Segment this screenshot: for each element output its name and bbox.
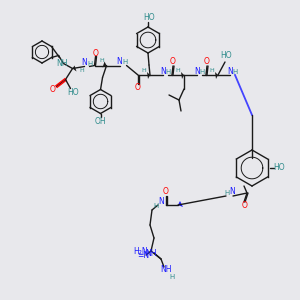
Text: H: H: [142, 68, 146, 74]
Text: H₂N: H₂N: [134, 247, 148, 256]
Text: O: O: [93, 49, 98, 58]
Text: H: H: [169, 274, 175, 280]
Text: O: O: [163, 188, 169, 196]
Text: N: N: [160, 67, 166, 76]
Text: N: N: [194, 67, 200, 76]
Polygon shape: [178, 201, 183, 207]
Text: H: H: [99, 58, 104, 63]
Text: H: H: [153, 203, 159, 209]
Text: HO: HO: [143, 13, 155, 22]
Text: O: O: [50, 85, 56, 94]
Text: O: O: [135, 83, 141, 92]
Text: N: N: [229, 188, 235, 196]
Polygon shape: [181, 72, 184, 79]
Text: HO: HO: [68, 88, 79, 97]
Text: H: H: [200, 69, 205, 75]
Text: HO: HO: [220, 52, 232, 61]
Text: H: H: [87, 61, 92, 67]
Text: HO: HO: [273, 164, 285, 172]
Text: N: N: [117, 57, 122, 66]
Text: NH: NH: [145, 250, 157, 259]
Text: H: H: [122, 59, 127, 65]
Polygon shape: [103, 61, 106, 68]
Text: NH: NH: [56, 59, 67, 68]
Polygon shape: [147, 72, 150, 79]
Text: N: N: [158, 196, 164, 206]
Polygon shape: [215, 72, 218, 79]
Text: H: H: [210, 68, 214, 74]
Text: O: O: [204, 58, 210, 67]
Text: H: H: [79, 68, 84, 73]
Text: N: N: [82, 58, 87, 67]
Text: O: O: [170, 58, 176, 67]
Text: NH: NH: [160, 265, 172, 274]
Text: H: H: [224, 190, 230, 196]
Text: N: N: [227, 67, 233, 76]
Text: H: H: [165, 69, 171, 75]
Text: OH: OH: [95, 117, 106, 126]
Text: =N: =N: [137, 250, 149, 260]
Polygon shape: [73, 65, 76, 71]
Text: H: H: [232, 69, 238, 75]
Text: H: H: [176, 68, 180, 74]
Text: O: O: [242, 202, 248, 211]
